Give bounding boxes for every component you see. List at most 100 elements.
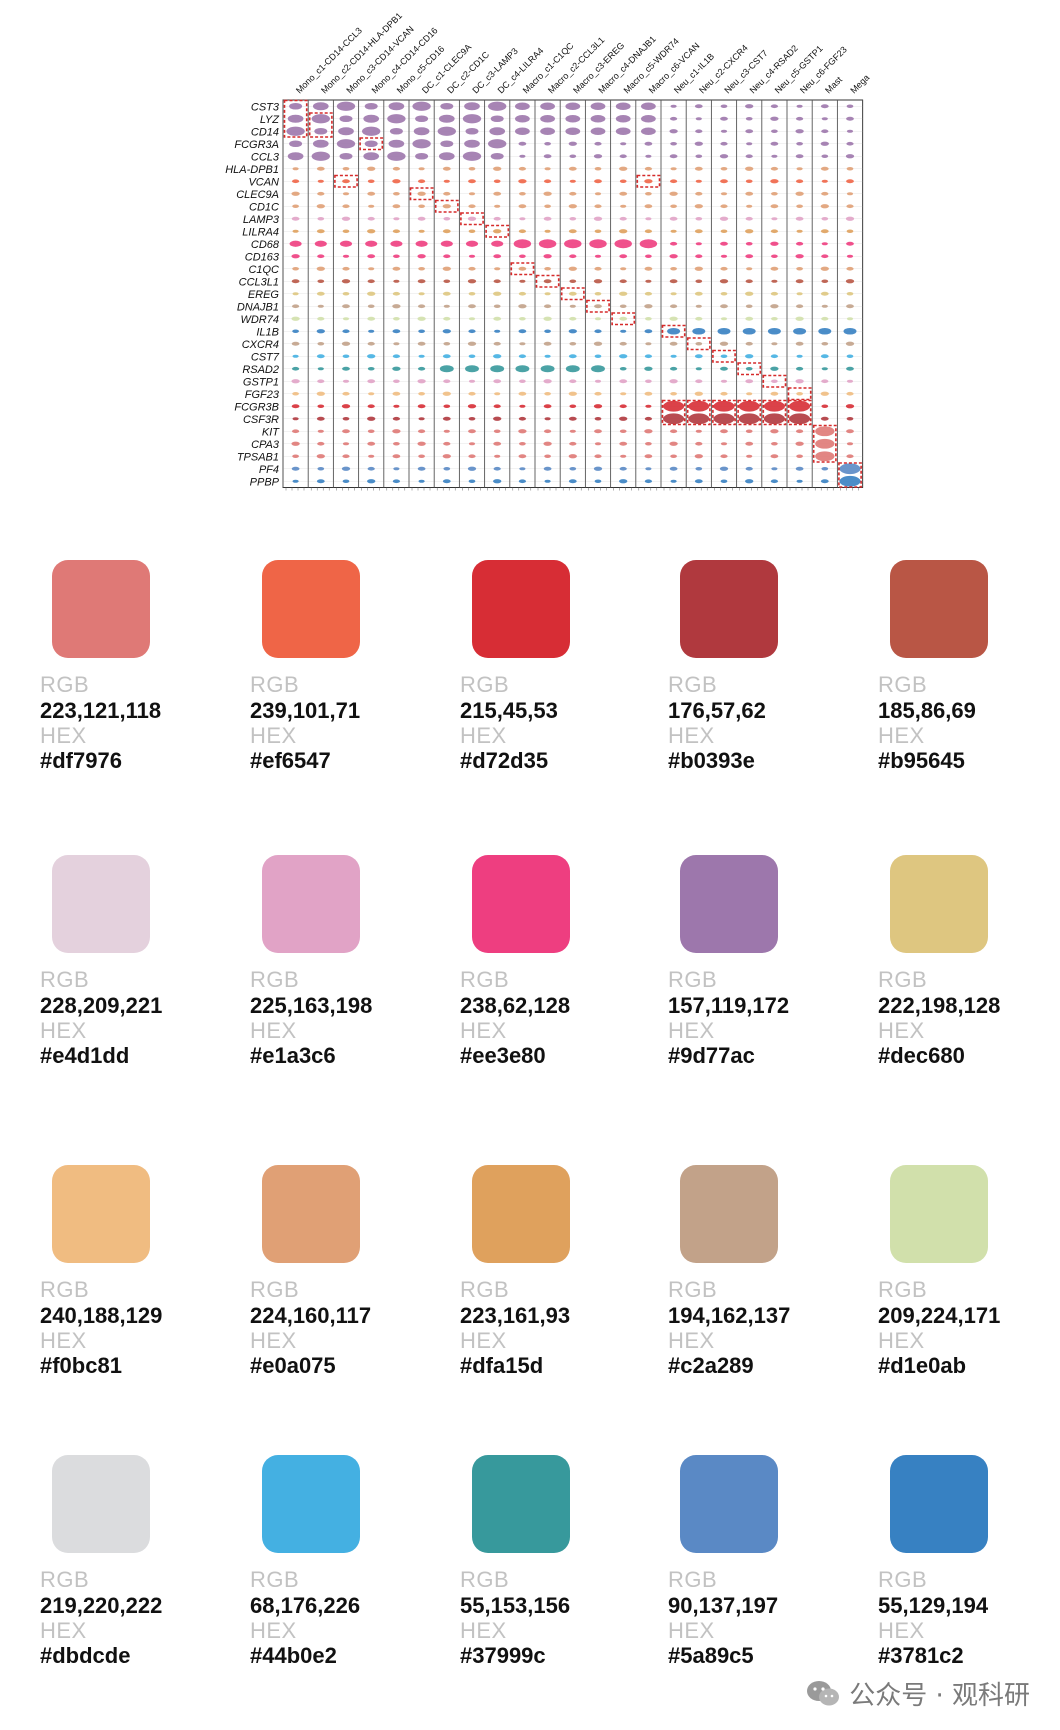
color-card: RGB 228,209,221 HEX #e4d1dd	[40, 855, 230, 1075]
violin-shape	[336, 139, 356, 149]
rgb-value: 215,45,53	[460, 698, 558, 723]
color-swatch	[472, 560, 570, 658]
violin-shape	[543, 404, 552, 409]
gene-label: CD14	[251, 126, 279, 138]
violin-shape	[342, 442, 350, 446]
violin-shape	[619, 279, 627, 284]
color-swatch	[472, 855, 570, 953]
violin-shape	[468, 391, 476, 396]
violin-shape	[317, 367, 324, 371]
violin-shape	[317, 441, 325, 446]
violin-shape	[745, 154, 753, 159]
color-swatch	[890, 855, 988, 953]
violin-shape	[367, 379, 376, 384]
violin-shape	[437, 126, 456, 136]
violin-shape	[846, 266, 854, 271]
violin-shape	[821, 279, 829, 283]
violin-shape	[417, 216, 426, 221]
violin-shape	[519, 254, 526, 258]
violin-shape	[415, 115, 429, 123]
violin-shape	[670, 142, 677, 146]
violin-shape	[796, 267, 803, 271]
color-card: RGB 223,161,93 HEX #dfa15d	[460, 1165, 650, 1385]
violin-shape	[544, 229, 551, 233]
violin-shape	[770, 429, 779, 434]
violin-shape	[619, 229, 628, 234]
color-swatch	[262, 855, 360, 953]
violin-shape	[292, 267, 299, 271]
violin-shape	[569, 179, 576, 183]
rgb-label: RGB	[460, 672, 510, 697]
violin-shape	[519, 279, 526, 283]
color-card: RGB 215,45,53 HEX #d72d35	[460, 560, 650, 780]
gene-label: EREG	[248, 289, 280, 301]
violin-shape	[619, 166, 628, 171]
violin-shape	[392, 166, 401, 171]
violin-shape	[544, 142, 551, 146]
violin-shape	[795, 341, 804, 346]
violin-shape	[720, 454, 728, 459]
violin-shape	[795, 216, 804, 221]
violin-shape	[594, 391, 602, 396]
hex-label: HEX	[460, 1018, 507, 1043]
violin-shape	[387, 151, 406, 161]
violin-shape	[540, 114, 555, 123]
violin-shape	[713, 400, 735, 412]
violin-shape	[789, 413, 811, 425]
hex-value: #e0a075	[250, 1353, 336, 1378]
violin-shape	[771, 192, 778, 196]
violin-shape	[695, 316, 703, 321]
color-card: RGB 222,198,128 HEX #dec680	[878, 855, 1060, 1075]
violin-shape	[695, 242, 702, 246]
highlight-box	[686, 337, 711, 351]
hex-label: HEX	[878, 1018, 925, 1043]
violin-shape	[745, 341, 753, 346]
violin-shape	[342, 266, 350, 271]
violin-shape	[392, 204, 401, 209]
violin-shape	[540, 127, 555, 136]
violin-shape	[694, 291, 703, 296]
violin-shape	[745, 441, 754, 446]
violin-shape	[289, 240, 302, 247]
violin-shape	[316, 266, 325, 271]
gene-label: LYZ	[260, 114, 280, 126]
violin-shape	[565, 127, 581, 136]
violin-shape	[619, 466, 627, 471]
violin-shape	[568, 166, 577, 171]
violin-shape	[619, 216, 627, 221]
violin-shape	[418, 329, 425, 333]
color-swatch	[472, 1455, 570, 1553]
violin-shape	[569, 379, 577, 384]
violin-shape	[644, 479, 653, 484]
violin-shape	[821, 467, 829, 471]
violin-shape	[292, 292, 299, 296]
violin-shape	[393, 442, 400, 446]
violin-shape	[291, 341, 300, 346]
violin-shape	[442, 454, 451, 459]
violin-shape	[543, 191, 552, 196]
violin-shape	[292, 354, 299, 358]
violin-shape	[644, 291, 653, 296]
violin-shape	[538, 239, 557, 249]
violin-shape	[746, 142, 753, 146]
violin-shape	[367, 291, 376, 296]
gene-label: DNAJB1	[237, 301, 279, 313]
rgb-value: 68,176,226	[250, 1593, 361, 1618]
violin-shape	[493, 191, 502, 196]
hex-label: HEX	[668, 1018, 715, 1043]
violin-shape	[669, 341, 678, 346]
violin-shape	[291, 316, 300, 321]
violin-shape	[820, 266, 829, 271]
violin-shape	[342, 229, 350, 233]
hex-label: HEX	[40, 1328, 87, 1353]
violin-shape	[468, 204, 476, 209]
violin-shape	[669, 279, 678, 284]
hex-label: HEX	[250, 1618, 297, 1643]
violin-shape	[568, 354, 577, 359]
violin-shape	[412, 139, 431, 149]
highlight-box	[661, 399, 686, 426]
violin-shape	[720, 304, 728, 309]
violin-shape	[846, 167, 854, 171]
violin-shape	[770, 116, 779, 121]
violin-shape	[720, 204, 728, 209]
